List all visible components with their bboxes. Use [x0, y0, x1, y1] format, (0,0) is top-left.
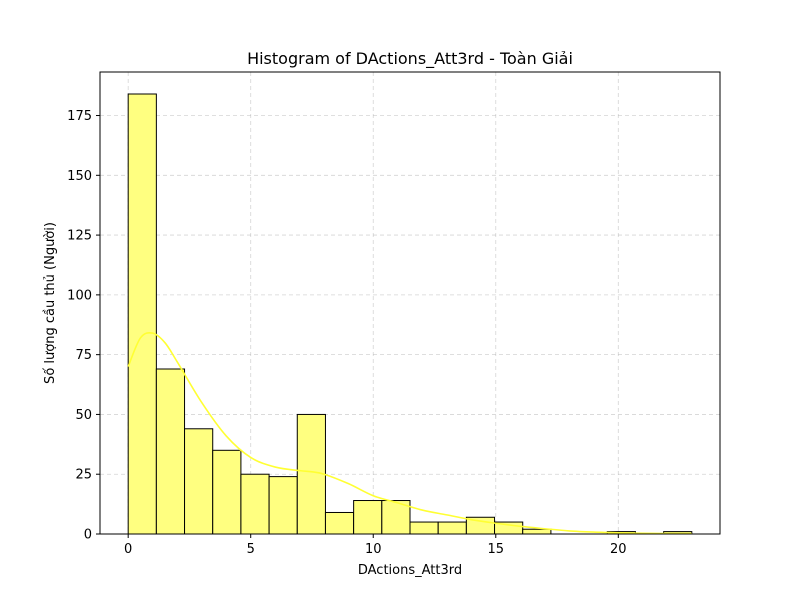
x-tick-label: 0 [124, 542, 132, 557]
histogram-bar [381, 500, 411, 535]
histogram-bar [409, 521, 439, 535]
kde-curve [127, 331, 692, 535]
histogram-bar [268, 476, 298, 535]
x-axis-label: DActions_Att3rd [358, 563, 462, 578]
x-tick-label: 15 [487, 542, 504, 557]
x-axis-ticks: 0 5 10 15 20 [124, 534, 627, 557]
histogram-bar [240, 473, 270, 535]
histogram-bars [127, 93, 693, 535]
y-tick-label: 100 [67, 288, 92, 303]
histogram-bar [437, 521, 467, 535]
y-tick-label: 150 [67, 169, 92, 184]
y-tick-label: 50 [75, 408, 92, 423]
histogram-bar [184, 428, 214, 535]
x-tick-label: 5 [247, 542, 255, 557]
histogram-bar [155, 368, 186, 535]
kde-curve-group [127, 331, 692, 535]
y-tick-label: 0 [84, 528, 92, 543]
x-tick-label: 10 [365, 542, 382, 557]
histogram-bar [212, 449, 242, 535]
y-tick-label: 25 [75, 468, 92, 483]
y-axis-ticks: 0 25 50 75 100 125 150 175 [67, 109, 100, 543]
histogram-bar [353, 500, 383, 535]
histogram-bar [324, 511, 355, 535]
y-tick-label: 125 [67, 229, 92, 244]
x-tick-label: 20 [610, 542, 627, 557]
y-tick-label: 175 [67, 109, 92, 124]
histogram-bar [296, 413, 326, 535]
histogram-bar [127, 93, 157, 535]
chart-title: Histogram of DActions_Att3rd - Toàn Giải [247, 49, 573, 69]
plot-frame [99, 71, 721, 535]
histogram-bar [522, 528, 552, 535]
y-axis-label: Số lượng cầu thủ (Người) [43, 222, 58, 384]
y-tick-label: 75 [75, 348, 92, 363]
